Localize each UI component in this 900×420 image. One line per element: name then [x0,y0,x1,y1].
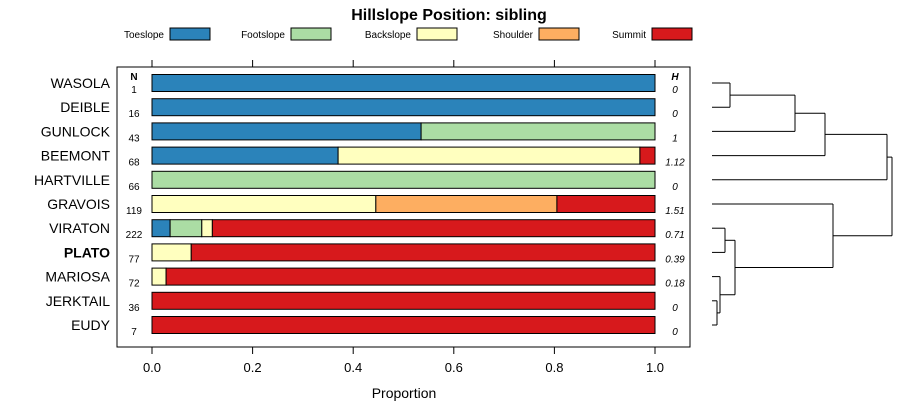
n-column-header: N [130,72,137,83]
legend: Toeslope Footslope Backslope Shoulder Summit [124,27,693,41]
bar-eudy-summit [151,316,656,334]
x-tick-label-0: 0.0 [143,360,161,375]
bar-viraton-summit [211,219,656,238]
h-value-plato: 0.39 [665,254,685,265]
bar-wasola-toeslope [151,74,656,92]
legend-swatch-footslope [290,27,332,41]
n-value-mariosa: 72 [128,279,140,290]
row-label-hartville: HARTVILLE [34,172,110,188]
h-column-header: H [671,72,679,83]
bar-mariosa-summit [165,267,656,286]
row-label-wasola: WASOLA [51,75,111,91]
bar-mariosa-backslope [151,267,167,286]
h-value-viraton: 0.71 [665,230,684,241]
x-tick-label-1: 0.2 [244,360,262,375]
legend-label-backslope: Backslope [365,30,412,41]
n-value-eudy: 7 [131,327,137,338]
h-value-gunlock: 1 [672,133,678,144]
bar-beemont-toeslope [151,146,339,165]
n-value-beemont: 68 [128,158,140,169]
legend-swatch-toeslope [169,27,211,41]
n-value-gunlock: 43 [128,133,140,144]
h-value-mariosa: 0.18 [665,279,685,290]
n-labels: N 1 16 43 68 66 119 222 77 72 36 7 [126,72,143,338]
row-label-plato: PLATO [64,244,110,260]
h-value-wasola: 0 [672,85,678,96]
n-value-wasola: 1 [131,85,137,96]
legend-label-footslope: Footslope [241,30,285,41]
bar-beemont-summit [639,146,656,165]
h-labels: H 0 0 1 1.12 0 1.51 0.71 0.39 0.18 0 0 [665,72,685,338]
legend-swatch-backslope [416,27,458,41]
h-value-deible: 0 [672,109,678,120]
n-value-viraton: 222 [126,230,143,241]
x-tick-label-2: 0.4 [344,360,362,375]
h-value-jerktail: 0 [672,303,678,314]
x-tick-label-5: 1.0 [646,360,664,375]
legend-label-summit: Summit [612,30,646,41]
bar-gunlock-footslope [420,122,656,141]
row-label-beemont: BEEMONT [41,148,111,164]
row-label-viraton: VIRATON [49,220,110,236]
bar-gravois-backslope [151,195,377,213]
row-labels: WASOLA DEIBLE GUNLOCK BEEMONT HARTVILLE GRAVO… [34,75,111,333]
legend-label-toeslope: Toeslope [124,30,164,41]
bar-viraton-toeslope [151,219,171,238]
x-tick-label-4: 0.8 [545,360,563,375]
legend-swatch-summit [651,27,693,41]
bar-jerktail-summit [151,291,656,310]
chart-title: Hillslope Position: sibling [351,7,547,24]
n-value-jerktail: 36 [128,303,140,314]
h-value-beemont: 1.12 [665,158,685,169]
n-value-hartville: 66 [128,182,140,193]
h-value-gravois: 1.51 [665,206,684,217]
dendrogram [712,82,893,326]
h-value-hartville: 0 [672,182,678,193]
h-value-eudy: 0 [672,327,678,338]
row-label-deible: DEIBLE [60,99,110,115]
n-value-deible: 16 [128,109,140,120]
stacked-bars [151,74,656,334]
bar-plato-backslope [151,243,192,262]
n-value-gravois: 119 [126,206,142,217]
bar-beemont-backslope [337,146,641,165]
x-tick-label-3: 0.6 [445,360,463,375]
bar-gravois-shoulder [375,195,558,213]
bar-viraton-backslope [201,219,213,238]
row-label-eudy: EUDY [71,317,111,333]
row-label-gravois: GRAVOIS [47,196,110,212]
legend-swatch-shoulder [538,27,580,41]
bar-gravois-summit [556,195,656,213]
bar-plato-summit [190,243,656,262]
legend-label-shoulder: Shoulder [493,30,534,41]
n-value-plato: 77 [128,254,140,265]
row-label-jerktail: JERKTAIL [46,293,111,309]
row-label-gunlock: GUNLOCK [41,123,111,139]
bar-gunlock-toeslope [151,122,422,141]
row-label-mariosa: MARIOSA [45,269,110,285]
x-axis: 0.0 0.2 0.4 0.6 0.8 1.0 [143,60,664,375]
plot-frame [116,66,691,348]
bar-deible-toeslope [151,98,656,117]
bar-viraton-footslope [169,219,203,238]
x-axis-label: Proportion [372,385,437,401]
bar-hartville-footslope [151,170,656,189]
